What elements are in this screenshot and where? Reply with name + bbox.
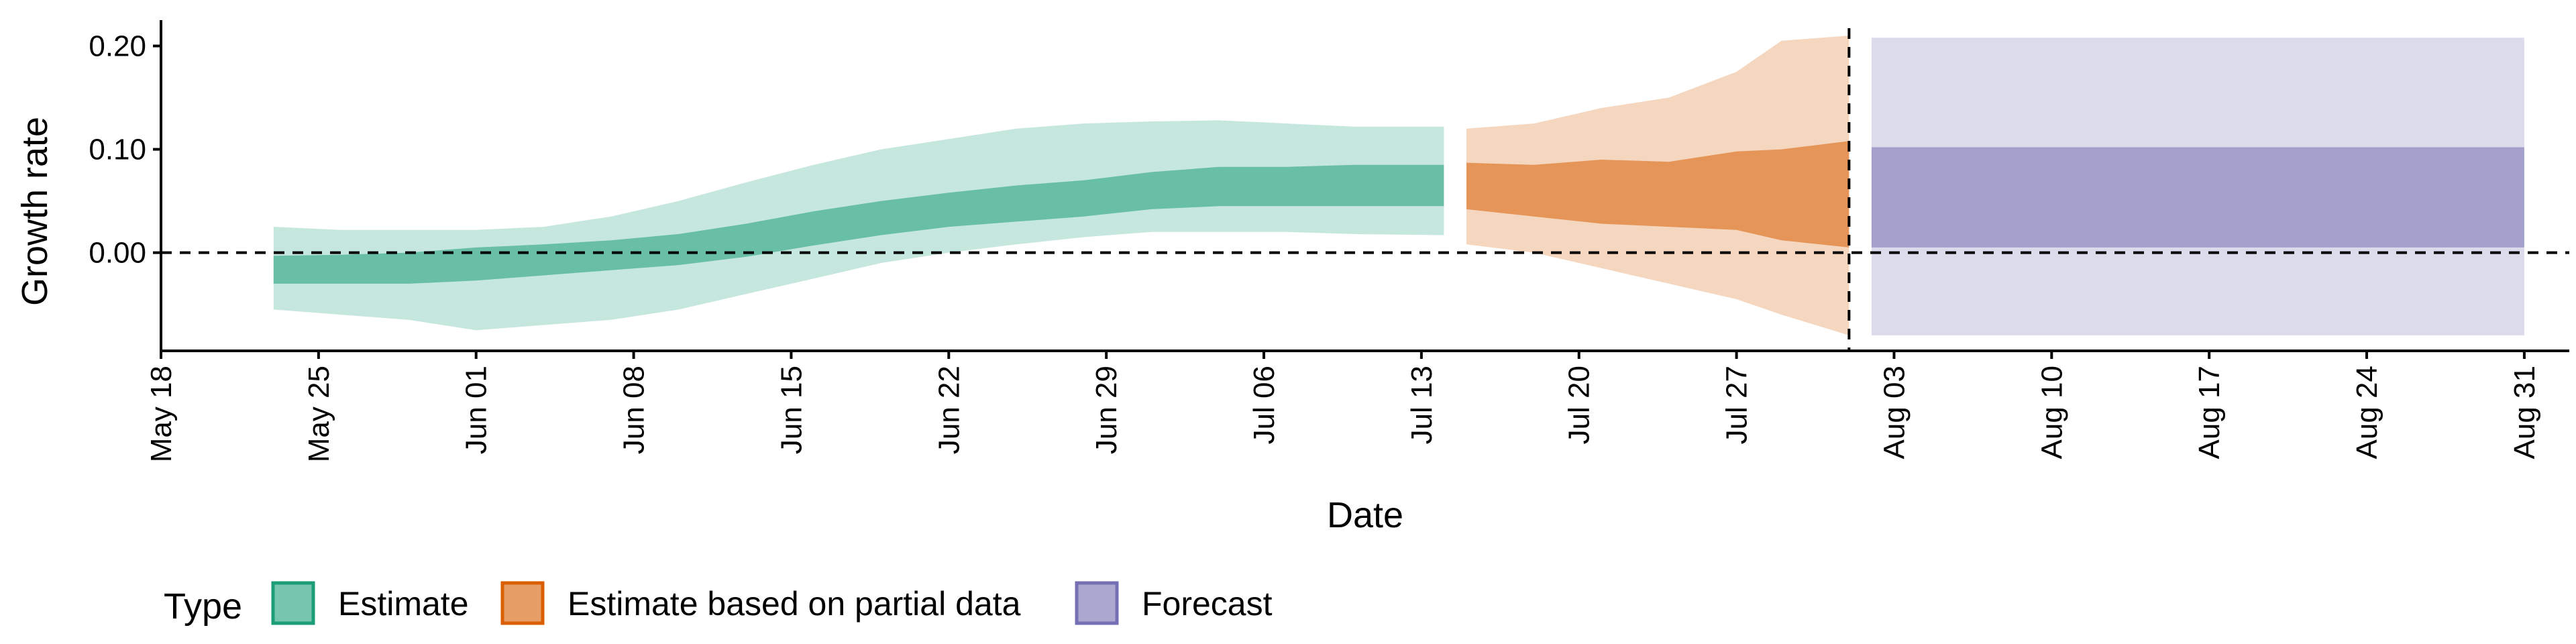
- x-tick-label: Jul 06: [1248, 366, 1281, 444]
- x-tick-label: Jun 15: [775, 366, 808, 454]
- band-50-estimate-based-on-partial-data: [1466, 141, 1849, 248]
- y-tick-label: 0.00: [89, 237, 146, 270]
- x-tick-label: Jun 01: [460, 366, 493, 454]
- y-axis-title: Growth rate: [15, 117, 55, 306]
- x-tick-label: Jul 13: [1405, 366, 1438, 444]
- legend-label-forecast: Forecast: [1142, 585, 1273, 623]
- y-axis-ticks: 0.00 0.10 0.20: [89, 30, 161, 270]
- legend-swatch-estimate: [271, 581, 315, 625]
- legend-swatch-estimate-based-on-partial-data: [500, 581, 545, 625]
- y-tick-label: 0.10: [89, 133, 146, 166]
- x-tick-label: Aug 24: [2351, 366, 2383, 459]
- legend-title: Type: [164, 586, 242, 627]
- y-tick-label: 0.20: [89, 30, 146, 63]
- legend-swatch-forecast: [1075, 581, 1119, 625]
- x-tick-label: Aug 31: [2508, 366, 2541, 459]
- x-tick-label: Jun 29: [1090, 366, 1123, 454]
- x-tick-label: Aug 10: [2035, 366, 2068, 459]
- x-tick-label: Jun 22: [932, 366, 965, 454]
- chart-bands: [273, 36, 2524, 335]
- x-tick-label: Jul 27: [1721, 366, 1754, 444]
- band-50-forecast: [1871, 147, 2524, 248]
- legend: Type Estimate Estimate based on partial d…: [164, 581, 1273, 627]
- x-tick-label: Jul 20: [1563, 366, 1596, 444]
- x-tick-label: May 18: [145, 366, 178, 462]
- x-tick-label: Aug 17: [2193, 366, 2226, 459]
- legend-label-estimate: Estimate: [338, 585, 469, 623]
- legend-items: Estimate Estimate based on partial data Fo…: [271, 581, 1273, 625]
- x-tick-label: Jun 08: [618, 366, 651, 454]
- x-tick-label: Aug 03: [1878, 366, 1911, 459]
- legend-label-estimate-based-on-partial-data: Estimate based on partial data: [568, 585, 1021, 623]
- x-tick-label: May 25: [303, 366, 335, 462]
- x-axis-title: Date: [1327, 495, 1403, 535]
- x-axis-ticks: May 18 May 25 Jun 01 Jun 08 Jun 15 Jun 22 Jun …: [145, 351, 2541, 462]
